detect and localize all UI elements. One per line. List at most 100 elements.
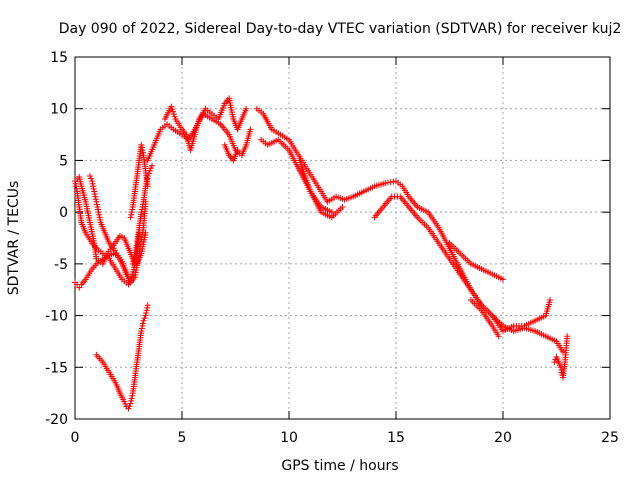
data-point	[146, 167, 153, 174]
series-trace-o	[446, 240, 506, 283]
data-point	[144, 302, 151, 309]
x-tick-labels: 0 5 10 15 20 25	[71, 430, 619, 446]
plot-frame	[74, 56, 611, 420]
data-point	[140, 317, 147, 324]
series-trace-g	[93, 302, 151, 412]
data-point	[126, 403, 133, 410]
data-point	[144, 304, 151, 311]
data-point	[95, 209, 102, 216]
series-trace-f	[129, 162, 156, 267]
data-point	[96, 214, 103, 221]
data-point	[149, 162, 156, 169]
data-point	[90, 183, 97, 190]
data-point	[129, 206, 136, 213]
x-tick-label: 10	[280, 430, 298, 446]
y-tick-label: -10	[45, 309, 68, 325]
data-point	[127, 214, 134, 221]
data-point	[72, 180, 79, 187]
series-trace-n	[371, 193, 554, 335]
chart-title: Day 090 of 2022, Sidereal Day-to-day VTE…	[59, 21, 622, 37]
data-point	[138, 206, 145, 213]
data-point	[93, 201, 100, 208]
data-point	[95, 206, 102, 213]
data-point	[91, 191, 98, 198]
grid	[75, 57, 610, 419]
data-point	[127, 400, 134, 407]
data-point	[551, 359, 558, 366]
data-point	[129, 392, 136, 399]
data-point	[558, 366, 565, 373]
data-point	[143, 309, 150, 316]
y-axis-label: SDTVAR / TECUs	[6, 181, 22, 296]
y-tick-label: 0	[59, 205, 68, 221]
data-point	[495, 333, 502, 340]
data-point	[128, 211, 135, 218]
data-point	[142, 183, 149, 190]
y-tick-label: 5	[59, 153, 68, 169]
data-point	[387, 179, 394, 186]
axis-ticks	[74, 56, 611, 420]
data-point	[139, 147, 146, 154]
data-point	[143, 178, 150, 185]
data-point	[91, 188, 98, 195]
data-point	[88, 175, 95, 182]
data-point	[139, 149, 146, 156]
data-point	[128, 395, 135, 402]
data-point	[339, 203, 346, 210]
data-point	[128, 397, 135, 404]
data-point	[127, 279, 134, 286]
data-point	[86, 172, 93, 179]
data-point	[390, 178, 397, 185]
data-point	[139, 201, 146, 208]
data-point	[138, 144, 145, 151]
data-point	[142, 229, 149, 236]
x-axis-label: GPS time / hours	[281, 458, 398, 474]
data-point	[125, 405, 132, 412]
data-point	[234, 147, 241, 154]
x-tick-label: 20	[494, 430, 512, 446]
data-point	[144, 175, 151, 182]
series-trace-p	[467, 297, 502, 340]
series-trace-d	[86, 172, 134, 286]
y-tick-labels: -20 -15 -10 -5 0 5 10 15	[45, 50, 68, 428]
data-point	[564, 333, 571, 340]
series-trace-l	[258, 136, 335, 216]
data-point	[90, 185, 97, 192]
series-trace-c	[74, 173, 149, 267]
data-point	[139, 322, 146, 329]
data-point	[559, 348, 566, 355]
data-point	[138, 325, 145, 332]
data-point	[139, 203, 146, 210]
data-series	[72, 95, 571, 412]
data-point	[73, 185, 80, 192]
data-point	[500, 276, 506, 283]
data-point	[122, 401, 129, 408]
data-point	[94, 203, 101, 210]
data-point	[141, 315, 148, 322]
data-point	[144, 172, 151, 179]
data-point	[138, 328, 145, 335]
data-point	[128, 209, 135, 216]
data-point	[384, 179, 391, 186]
data-point	[547, 297, 554, 304]
data-point	[143, 180, 150, 187]
x-tick-label: 5	[178, 430, 187, 446]
data-point	[247, 126, 254, 133]
data-point	[121, 398, 128, 405]
data-point	[143, 307, 150, 314]
data-point	[382, 180, 389, 187]
series-trace-q	[551, 333, 571, 381]
data-point	[138, 209, 145, 216]
data-point	[96, 211, 103, 218]
series-trace-k	[253, 105, 566, 355]
y-tick-label: 15	[50, 50, 68, 66]
data-point	[89, 178, 96, 185]
data-point	[138, 141, 145, 148]
data-point	[328, 209, 335, 216]
data-point	[92, 196, 99, 203]
y-tick-label: -5	[54, 257, 68, 273]
series-trace-m	[296, 157, 346, 221]
x-tick-label: 15	[387, 430, 405, 446]
data-point	[139, 320, 146, 327]
data-point	[142, 312, 149, 319]
